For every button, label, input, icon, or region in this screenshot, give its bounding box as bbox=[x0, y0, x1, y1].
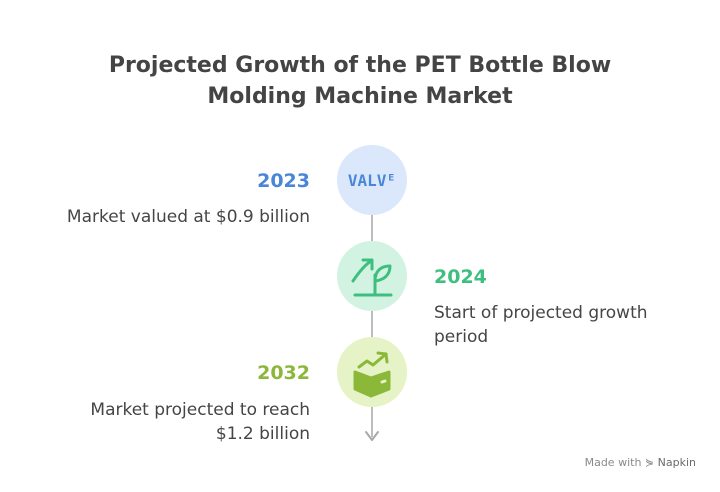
title-line-1: Projected Growth of the PET Bottle Blow bbox=[108, 53, 612, 78]
milestone-2023-circle: VALVᴱ bbox=[337, 145, 407, 215]
milestone-description: Start of projected growth period bbox=[434, 303, 648, 347]
timeline-connector bbox=[371, 407, 373, 437]
box-with-rising-arrow-icon bbox=[353, 351, 391, 398]
svg-text:VALVᴱ: VALVᴱ bbox=[348, 171, 396, 190]
made-with-napkin-credit[interactable]: Made with ⋟ Napkin bbox=[584, 456, 696, 469]
milestone-description: Market projected to reach $1.2 billion bbox=[90, 400, 310, 444]
timeline-end-arrow-icon bbox=[365, 431, 379, 441]
milestone-description: Market valued at $0.9 billion bbox=[66, 207, 310, 227]
diagram-title: Projected Growth of the PET Bottle Blow … bbox=[0, 50, 720, 112]
timeline-connector bbox=[371, 311, 373, 337]
value-text-icon: VALVᴱ bbox=[348, 171, 396, 190]
title-line-2: Molding Machine Market bbox=[207, 84, 513, 109]
milestone-2024-circle bbox=[337, 241, 407, 311]
timeline-connector bbox=[371, 215, 373, 241]
milestone-year: 2032 bbox=[257, 362, 310, 384]
milestone-year: 2023 bbox=[257, 170, 310, 192]
sprouting-plant-icon bbox=[351, 258, 393, 297]
milestone-year: 2024 bbox=[434, 266, 487, 288]
napkin-logo-icon: ⋟ bbox=[644, 456, 655, 469]
milestone-2032-circle bbox=[337, 337, 407, 407]
